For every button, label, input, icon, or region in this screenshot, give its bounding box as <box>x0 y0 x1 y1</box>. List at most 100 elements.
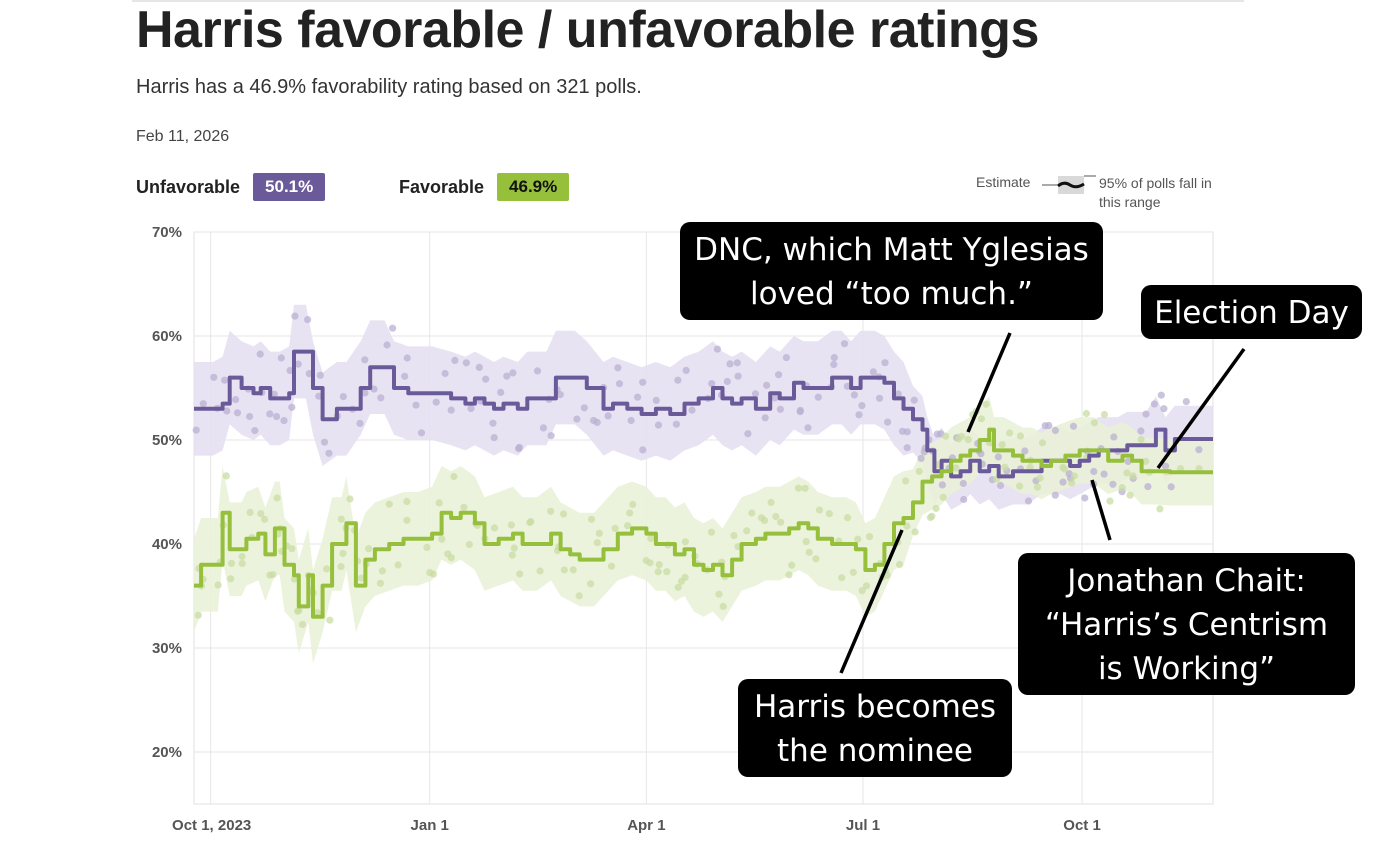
poll-dot-unfavorable <box>614 364 622 372</box>
poll-dot-unfavorable <box>875 394 884 402</box>
poll-dot-favorable <box>288 545 296 553</box>
poll-dot-favorable <box>646 559 654 567</box>
poll-dot-favorable <box>376 579 384 587</box>
poll-dot-favorable <box>1123 469 1131 477</box>
poll-dot-favorable <box>854 535 862 543</box>
poll-dot-favorable <box>1129 472 1137 480</box>
poll-dot-unfavorable <box>497 388 505 396</box>
poll-dot-unfavorable <box>475 363 483 371</box>
poll-dot-favorable <box>777 518 785 526</box>
poll-dot-unfavorable <box>1024 497 1033 505</box>
poll-dot-favorable <box>1137 435 1145 444</box>
poll-dot-favorable <box>772 512 780 521</box>
poll-dot-unfavorable <box>1059 478 1067 486</box>
band-favorable <box>194 396 1213 664</box>
poll-dot-favorable <box>865 533 874 541</box>
poll-dot-unfavorable <box>377 394 385 402</box>
poll-dot-unfavorable <box>482 375 490 383</box>
poll-dot-unfavorable <box>1021 447 1029 455</box>
poll-dot-unfavorable <box>192 426 200 434</box>
poll-dot-unfavorable <box>1090 467 1098 476</box>
poll-dot-favorable <box>611 524 619 533</box>
poll-dots-layer <box>192 312 1203 629</box>
poll-dot-favorable <box>194 611 202 619</box>
poll-dot-favorable <box>767 498 775 507</box>
poll-dot-favorable <box>654 568 662 576</box>
poll-dot-unfavorable <box>804 424 812 432</box>
poll-dot-unfavorable <box>533 367 542 375</box>
tick-label-layer: 70% 60% 50% 40% 30% 20% Oct 1, 2023 Jan 1 Apr 1 J… <box>152 224 1101 834</box>
poll-dot-unfavorable <box>251 427 259 435</box>
poll-dot-favorable <box>269 571 277 579</box>
poll-dot-favorable <box>911 528 919 536</box>
poll-dot-unfavorable <box>403 354 411 362</box>
poll-dot-unfavorable <box>462 359 470 367</box>
poll-dot-unfavorable <box>1162 462 1170 470</box>
poll-dot-unfavorable <box>733 359 741 367</box>
poll-dot-unfavorable <box>221 376 229 384</box>
poll-dot-favorable <box>261 515 269 523</box>
poll-dot-favorable <box>812 555 820 563</box>
poll-dot-favorable <box>575 592 583 600</box>
poll-dot-favorable <box>1118 484 1126 492</box>
poll-dot-favorable <box>998 441 1006 449</box>
poll-dot-favorable <box>802 538 810 546</box>
poll-dot-unfavorable <box>996 481 1005 490</box>
poll-dot-unfavorable <box>674 376 682 384</box>
poll-dot-unfavorable <box>850 391 859 399</box>
poll-dot-unfavorable <box>503 372 511 380</box>
callout-election-day: Election Day <box>1141 285 1362 339</box>
pointer-nominee <box>839 529 904 674</box>
poll-dot-unfavorable <box>467 404 475 413</box>
poll-dot-unfavorable <box>291 312 299 320</box>
poll-dot-unfavorable <box>751 390 760 398</box>
poll-dot-favorable <box>626 509 634 517</box>
pointer-election-day <box>1156 347 1246 470</box>
poll-dot-favorable <box>460 503 468 511</box>
callout-pointer-layer <box>839 332 1246 674</box>
poll-dot-favorable <box>403 516 411 524</box>
poll-dot-favorable <box>560 510 568 518</box>
y-tick-label: 40% <box>152 536 182 553</box>
poll-dot-unfavorable <box>771 394 779 402</box>
poll-dot-unfavorable <box>782 354 791 362</box>
poll-dot-favorable <box>624 522 632 530</box>
poll-dot-unfavorable <box>490 434 498 442</box>
poll-dot-favorable <box>844 514 852 522</box>
pointer-dnc <box>966 332 1012 433</box>
poll-dot-unfavorable <box>432 398 440 406</box>
poll-dot-favorable <box>490 524 499 532</box>
poll-dot-unfavorable <box>294 360 302 368</box>
page-title: Harris favorable / unfavorable ratings <box>136 1 1039 59</box>
poll-dot-favorable <box>337 515 345 523</box>
poll-dot-unfavorable <box>726 360 734 368</box>
poll-dot-favorable <box>536 567 544 575</box>
poll-dot-unfavorable <box>1081 494 1089 502</box>
unfavorable-label: Unfavorable <box>136 176 241 197</box>
poll-dot-favorable <box>438 535 446 543</box>
poll-dot-favorable <box>748 509 756 517</box>
poll-dot-favorable <box>326 616 334 624</box>
poll-dot-unfavorable <box>256 350 264 358</box>
poll-dot-favorable <box>227 575 235 583</box>
poll-dot-unfavorable <box>761 414 769 422</box>
poll-dot-favorable <box>794 484 803 492</box>
poll-dot-unfavorable <box>858 402 866 410</box>
poll-dot-unfavorable <box>1182 398 1190 406</box>
poll-dot-favorable <box>1038 439 1047 447</box>
poll-dot-favorable <box>760 516 769 525</box>
poll-dot-favorable <box>385 500 393 508</box>
poll-dot-unfavorable <box>447 406 455 414</box>
band-layer <box>194 304 1213 664</box>
poll-dot-unfavorable <box>1124 457 1132 465</box>
poll-dot-unfavorable <box>814 393 822 401</box>
poll-dot-favorable <box>1100 410 1108 419</box>
poll-dot-favorable <box>719 602 727 611</box>
poll-dot-unfavorable <box>1167 483 1175 491</box>
poll-dot-unfavorable <box>672 420 681 428</box>
poll-dot-unfavorable <box>744 430 752 438</box>
poll-dot-favorable <box>958 432 966 440</box>
poll-dot-unfavorable <box>339 393 347 401</box>
poll-dot-unfavorable <box>316 371 324 379</box>
poll-dot-favorable <box>238 552 246 561</box>
